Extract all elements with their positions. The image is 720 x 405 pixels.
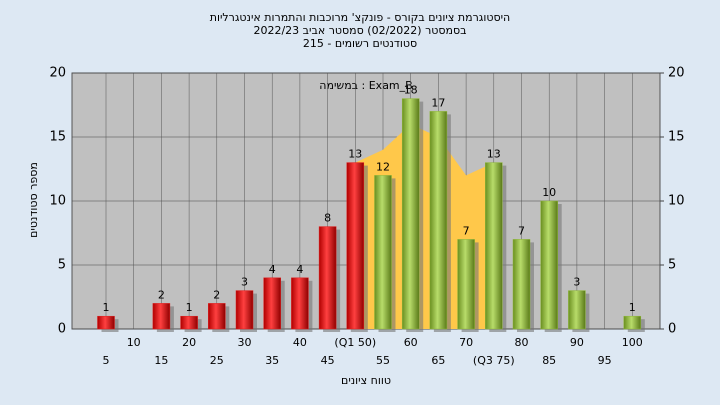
chart-subtitle: סטודנטים רשומים - 215: [303, 37, 417, 50]
y2-tick-label: 10: [668, 194, 685, 209]
value-label: 3: [573, 276, 580, 289]
x-tick-label: 90: [570, 336, 584, 349]
bar: [512, 239, 531, 330]
bar: [291, 277, 309, 330]
y-tick-label: 10: [49, 194, 66, 209]
x-tick-label: (Q3 75): [473, 354, 515, 367]
x-axis-label: טווח ציונים: [341, 374, 391, 387]
x-tick-label: 25: [210, 354, 224, 367]
chart-title: היסטוגרמת ציונים בקורס - פונקצ' מרוכבות …: [210, 11, 511, 24]
value-label: 13: [348, 148, 362, 161]
annotation: במשימה : Exam_B: [319, 79, 412, 92]
bar: [152, 303, 171, 330]
y-tick-label: 0: [58, 322, 66, 337]
x-tick-label: 45: [321, 354, 335, 367]
value-label: 4: [296, 263, 303, 276]
value-label: 7: [463, 224, 470, 237]
value-label: 17: [431, 96, 445, 109]
x-tick-label: 5: [103, 354, 110, 367]
x-tick-label: 30: [238, 336, 252, 349]
x-tick-label: 70: [459, 336, 473, 349]
value-label: 1: [186, 301, 193, 314]
value-label: 8: [324, 212, 331, 225]
chart-subtitle: בסמסטר (02/2022) סמסטר אביב 2022/23: [253, 24, 466, 37]
value-label: 4: [269, 263, 276, 276]
bar: [180, 315, 198, 330]
x-tick-label: 40: [293, 336, 307, 349]
bar: [346, 162, 365, 330]
value-label: 2: [213, 288, 220, 301]
x-tick-label: 95: [598, 354, 612, 367]
y2-tick-label: 0: [668, 322, 676, 337]
bar: [568, 290, 586, 330]
x-tick-label: 10: [127, 336, 141, 349]
value-label: 7: [518, 224, 525, 237]
x-tick-label: 55: [376, 354, 390, 367]
value-label: 2: [158, 288, 165, 301]
bar: [485, 162, 503, 330]
bar: [263, 277, 281, 330]
value-label: 13: [487, 148, 501, 161]
bar: [235, 290, 254, 330]
y2-tick-label: 15: [668, 130, 685, 145]
y-tick-label: 5: [58, 258, 66, 273]
bar: [623, 315, 642, 330]
x-tick-label: 60: [404, 336, 418, 349]
bar: [429, 111, 448, 330]
value-label: 12: [376, 160, 390, 173]
bar: [457, 239, 475, 330]
bar: [401, 98, 420, 330]
x-tick-label: 80: [515, 336, 529, 349]
y-tick-label: 20: [49, 66, 66, 81]
y2-tick-label: 5: [668, 258, 676, 273]
value-label: 1: [629, 301, 636, 314]
bar: [374, 175, 392, 330]
x-tick-label: (Q1 50): [334, 336, 376, 349]
value-label: 3: [241, 276, 248, 289]
x-tick-label: 65: [431, 354, 445, 367]
x-tick-label: 15: [154, 354, 168, 367]
value-label: 1: [103, 301, 110, 314]
x-tick-label: 35: [265, 354, 279, 367]
bar: [208, 303, 226, 330]
bar: [318, 226, 337, 330]
bar: [97, 315, 115, 330]
x-tick-label: 100: [622, 336, 643, 349]
x-tick-label: 85: [542, 354, 556, 367]
y-axis-label: מספר סטודנטים: [27, 162, 40, 238]
bar: [540, 200, 558, 330]
y2-tick-label: 20: [668, 66, 685, 81]
value-label: 18: [404, 84, 418, 97]
value-label: 10: [542, 186, 556, 199]
y-tick-label: 15: [49, 130, 66, 145]
x-tick-label: 20: [182, 336, 196, 349]
